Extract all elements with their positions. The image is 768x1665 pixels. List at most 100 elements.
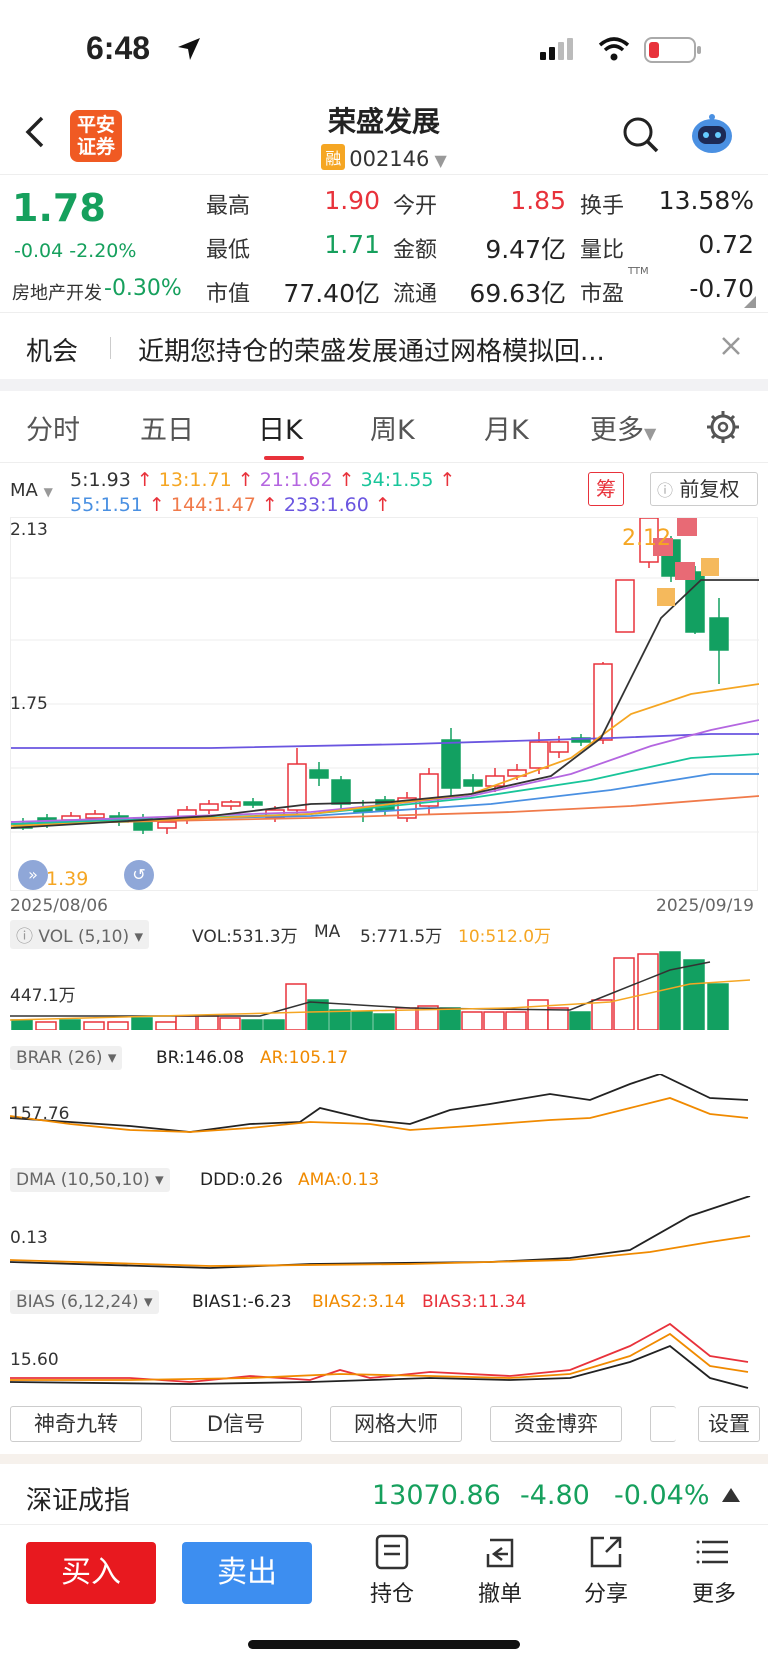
broker-logo: 平安 证券: [70, 110, 122, 162]
document-list-icon: [375, 1534, 409, 1570]
brar-selector[interactable]: BRAR (26) ▾: [10, 1046, 123, 1070]
volume-ratio-value: 0.72: [698, 230, 754, 259]
feature-settings[interactable]: 设置: [698, 1406, 760, 1442]
reset-position-button[interactable]: ↺: [124, 860, 154, 890]
feature-partial[interactable]: [650, 1406, 676, 1442]
pe-label: 市盈: [580, 282, 625, 307]
back-icon[interactable]: [20, 112, 60, 162]
candle-body: [243, 801, 263, 806]
ma-selector[interactable]: MA ▼: [10, 480, 53, 501]
vol-selector[interactable]: ⓘ VOL (5,10) ▾: [10, 920, 150, 949]
ddd-line: [9, 1195, 751, 1269]
nav-positions[interactable]: 持仓: [352, 1534, 432, 1608]
bias-chart[interactable]: [9, 1316, 758, 1394]
feature-nine-turns[interactable]: 神奇九转: [10, 1406, 142, 1442]
volume-bar: [613, 957, 635, 1031]
opportunity-banner[interactable]: 机会 近期您持仓的荣盛发展通过网格模拟回...: [0, 313, 768, 379]
low-price-label: 1.39: [46, 868, 89, 890]
ma5-value: 5:1.93: [70, 469, 131, 491]
index-ticker[interactable]: 深证成指 13070.86 -4.80 -0.04%: [0, 1464, 768, 1524]
buy-marker: [677, 518, 697, 536]
tab-five-day[interactable]: 五日: [140, 415, 194, 446]
dma-selector[interactable]: DMA (10,50,10) ▾: [10, 1168, 170, 1192]
ma13-value: 13:1.71: [158, 469, 232, 491]
ma21-line: [10, 719, 760, 823]
candle-body: [441, 739, 461, 789]
sector-name[interactable]: 房地产开发: [12, 283, 102, 304]
candle-body: [507, 769, 527, 777]
divider: [0, 462, 768, 463]
tab-monthly-k[interactable]: 月K: [484, 415, 529, 446]
adjust-selector[interactable]: ⓘ 前复权: [650, 472, 758, 506]
volume-bar: [241, 1019, 263, 1031]
tab-daily-k[interactable]: 日K: [258, 415, 303, 446]
brar-axis: 157.76: [10, 1104, 70, 1124]
ddd-value: DDD:0.26: [200, 1170, 283, 1190]
robot-assistant-icon[interactable]: [688, 112, 736, 158]
nav-positions-label: 持仓: [369, 1582, 414, 1607]
tab-intraday[interactable]: 分时: [26, 415, 80, 446]
volume-bar: [439, 1007, 461, 1031]
feature-d-signal[interactable]: D信号: [170, 1406, 302, 1442]
bias1-line: [9, 1344, 749, 1389]
nav-share[interactable]: 分享: [566, 1534, 646, 1608]
stock-code-selector[interactable]: 融 002146 ▼: [0, 144, 768, 171]
bias-svg: [9, 1322, 749, 1389]
divider: [0, 1524, 768, 1525]
volume-chart[interactable]: [9, 950, 758, 1031]
bias-selector[interactable]: BIAS (6,12,24) ▾: [10, 1290, 159, 1314]
ma34-value: 34:1.55: [360, 469, 434, 491]
tab-more[interactable]: 更多▼: [590, 415, 657, 446]
feature-grid-master[interactable]: 网格大师: [330, 1406, 462, 1442]
stock-name: 荣盛发展: [327, 105, 440, 138]
br-line: [9, 1073, 749, 1133]
volume-bar: [591, 999, 613, 1031]
vol-ma10: 10:512.0万: [458, 927, 552, 947]
candle-body: [221, 801, 241, 807]
turnover-value: 13.58%: [658, 186, 754, 215]
chip-distribution-button[interactable]: 筹: [588, 472, 624, 506]
candle-body: [85, 813, 105, 819]
index-change: -4.80: [520, 1480, 590, 1511]
caret-down-icon: ▼: [644, 424, 657, 443]
nav-more-label: 更多: [691, 1582, 736, 1607]
candle-body: [199, 803, 219, 811]
volume-ratio-label: 量比: [580, 238, 625, 263]
close-icon[interactable]: [720, 335, 742, 357]
open-value: 1.85: [510, 186, 566, 215]
caret-up-icon[interactable]: [722, 1488, 740, 1502]
scroll-left-button[interactable]: »: [18, 860, 48, 890]
kline-chart[interactable]: [10, 517, 760, 891]
low-label: 最低: [206, 238, 251, 263]
search-icon[interactable]: [622, 116, 660, 154]
settings-gear-icon[interactable]: [706, 410, 740, 444]
volume-bar: [505, 1011, 527, 1031]
nav-share-label: 分享: [583, 1582, 628, 1607]
volume-bar: [329, 1009, 351, 1031]
candle-body: [549, 741, 569, 753]
feature-capital-game[interactable]: 资金博弈: [490, 1406, 622, 1442]
banner-text: 近期您持仓的荣盛发展通过网格模拟回...: [138, 337, 605, 367]
pe-ttm-tag: TTM: [628, 266, 649, 277]
market-cap-value: 77.40亿: [283, 279, 380, 308]
section-gap: [0, 379, 768, 391]
volume-bar: [307, 999, 329, 1031]
banner-tag: 机会: [26, 337, 79, 367]
ma233-line: [11, 733, 759, 749]
sector-change: -0.30%: [104, 276, 182, 301]
dma-chart[interactable]: [9, 1195, 758, 1276]
nav-cancel-order[interactable]: 撤单: [460, 1534, 540, 1608]
turnover-label: 换手: [580, 194, 625, 219]
brar-chart[interactable]: [9, 1073, 758, 1154]
vol-ma5: 5:771.5万: [360, 927, 443, 947]
corner-expand-icon[interactable]: [744, 296, 756, 308]
section-gap: [0, 1454, 768, 1464]
stock-code: 002146: [349, 147, 430, 171]
sell-button[interactable]: 卖出: [182, 1542, 312, 1604]
nav-more[interactable]: 更多: [674, 1534, 754, 1608]
buy-button[interactable]: 买入: [26, 1542, 156, 1604]
volume-bar: [107, 1021, 129, 1031]
tab-weekly-k[interactable]: 周K: [370, 415, 415, 446]
nav-cancel-label: 撤单: [477, 1582, 522, 1607]
pe-value: -0.70: [689, 274, 754, 303]
